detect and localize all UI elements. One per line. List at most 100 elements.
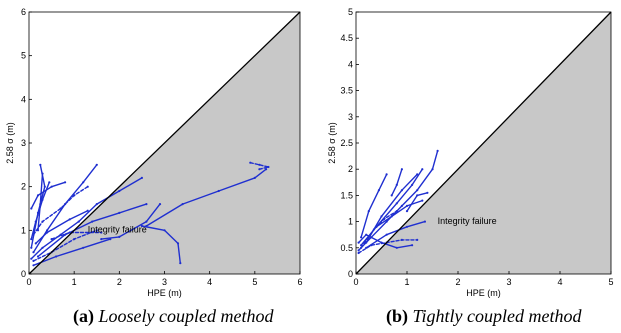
- data-point: [390, 215, 393, 218]
- data-point: [82, 246, 85, 249]
- y-tick-label: 4: [21, 94, 26, 104]
- data-point: [118, 211, 121, 214]
- data-point: [163, 229, 166, 232]
- data-point: [176, 242, 180, 245]
- data-point: [158, 203, 162, 206]
- data-track: [32, 238, 112, 266]
- data-point: [416, 189, 419, 192]
- data-point: [395, 246, 398, 249]
- data-point: [48, 181, 51, 184]
- data-point: [400, 189, 403, 192]
- boundary-line: [28, 11, 301, 275]
- data-point: [411, 244, 414, 247]
- data-point: [265, 168, 268, 171]
- x-tick-label: 3: [506, 277, 511, 287]
- data-point: [34, 220, 37, 223]
- data-track: [249, 161, 270, 170]
- data-point: [357, 241, 360, 244]
- data-point: [118, 189, 121, 193]
- x-axis-label: HPE (m): [147, 288, 182, 298]
- x-tick-label: 6: [297, 277, 302, 287]
- y-tick-label: 3: [21, 138, 26, 148]
- data-track: [365, 220, 426, 249]
- y-tick-label: 5: [348, 7, 353, 17]
- data-point: [100, 238, 103, 241]
- y-tick-label: 2: [348, 164, 353, 174]
- data-point: [179, 262, 182, 265]
- data-point: [405, 210, 409, 213]
- data-point: [91, 220, 94, 223]
- data-point: [73, 194, 76, 197]
- caption-b-label: (b): [386, 306, 408, 326]
- data-track: [32, 229, 98, 262]
- data-point: [39, 163, 42, 166]
- data-point: [41, 220, 44, 223]
- data-point: [30, 207, 33, 210]
- data-track: [30, 181, 66, 210]
- data-point: [365, 246, 368, 249]
- data-point: [140, 224, 143, 228]
- y-tick-label: 0: [21, 269, 26, 279]
- data-point: [423, 220, 426, 223]
- data-point: [400, 168, 403, 171]
- data-point: [39, 203, 42, 206]
- data-track: [35, 209, 89, 245]
- x-tick-label: 1: [72, 277, 77, 287]
- data-point: [416, 238, 419, 241]
- x-tick-label: 2: [117, 277, 122, 287]
- data-point: [30, 257, 33, 260]
- data-track: [100, 203, 161, 240]
- chart-loosely-coupled: 0 1 2 3 4 5 6 0 1 2 3 4 5 6 HPE (m) 2.58 σ (m) Integrity…: [5, 7, 303, 298]
- data-point: [181, 203, 184, 206]
- data-point: [431, 168, 434, 171]
- data-point: [258, 168, 261, 171]
- data-point: [95, 229, 98, 232]
- data-track: [50, 231, 103, 240]
- data-point: [400, 238, 403, 241]
- data-point: [100, 231, 103, 234]
- data-point: [365, 233, 368, 236]
- data-point: [395, 202, 398, 205]
- caption-b: (b) Tightly coupled method: [386, 306, 581, 327]
- data-point: [372, 228, 375, 231]
- data-point: [426, 191, 429, 194]
- data-point: [46, 229, 49, 232]
- data-point: [421, 199, 424, 202]
- y-tick-label: 2.5: [340, 138, 353, 148]
- data-point: [145, 203, 148, 206]
- data-point: [145, 220, 148, 223]
- data-point: [405, 204, 409, 207]
- x-tick-label: 0: [353, 277, 358, 287]
- data-point: [41, 246, 44, 249]
- data-point: [385, 233, 388, 236]
- data-point: [68, 218, 71, 221]
- data-point: [421, 168, 424, 171]
- data-point: [43, 185, 46, 188]
- data-point: [59, 207, 62, 210]
- data-point: [140, 176, 143, 179]
- caption-a: (a) Loosely coupled method: [73, 306, 273, 327]
- data-point: [95, 203, 98, 206]
- y-tick-label: 1: [348, 217, 353, 227]
- y-tick-label: 4.5: [340, 33, 353, 43]
- data-point: [377, 189, 380, 192]
- data-point: [82, 181, 85, 184]
- x-tick-label: 1: [404, 277, 409, 287]
- data-point: [55, 255, 58, 258]
- y-tick-label: 5: [21, 51, 26, 61]
- data-point: [367, 210, 370, 213]
- data-point: [41, 198, 44, 201]
- y-tick-label: 6: [21, 7, 26, 17]
- y-tick-label: 3.5: [340, 86, 353, 96]
- data-point: [253, 176, 256, 179]
- x-tick-label: 4: [557, 277, 562, 287]
- x-axis-label: HPE (m): [466, 288, 501, 298]
- data-point: [32, 259, 35, 262]
- data-point: [32, 264, 35, 267]
- data-point: [50, 238, 53, 241]
- y-tick-label: 2: [21, 182, 26, 192]
- y-tick-label: 3: [348, 112, 353, 122]
- y-tick-label: 0.5: [340, 243, 353, 253]
- data-point: [360, 244, 363, 247]
- data-point: [416, 194, 419, 197]
